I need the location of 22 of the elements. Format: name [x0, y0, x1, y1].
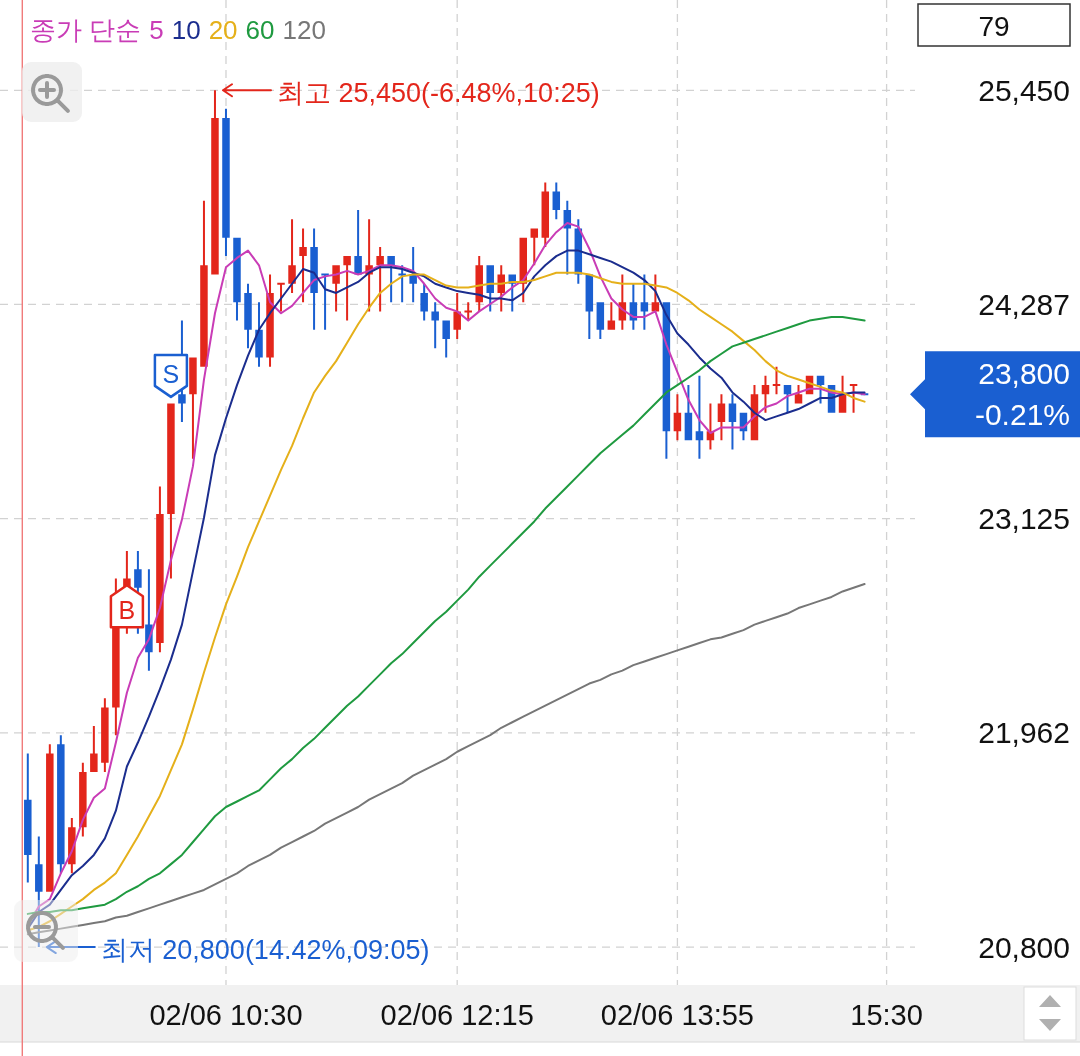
legend-item: 10	[171, 15, 201, 45]
legend-item: 5	[149, 15, 164, 45]
series-label: B	[118, 596, 136, 625]
series-label: S	[162, 359, 180, 388]
y-tick-label: 24,287	[978, 287, 1070, 321]
text: 79	[978, 10, 1010, 42]
legend-item: 종가 단순	[30, 15, 142, 45]
y-tick-label: 23,125	[978, 502, 1070, 536]
price-tag: 23,800 -0.21%	[910, 351, 1080, 438]
x-tick-label: 02/06 12:15	[380, 999, 534, 1031]
legend-item: 60	[245, 15, 275, 45]
x-tick-label: 02/06 10:30	[149, 999, 303, 1031]
marker: S	[153, 353, 189, 399]
x-tick-label: 15:30	[850, 999, 923, 1031]
y-tick-label: 20,800	[978, 930, 1070, 964]
y-tick-label: 21,962	[978, 716, 1070, 750]
y-tick-label: 25,450	[978, 73, 1070, 107]
annotation: 최고 25,450(-6.48%,10:25)	[276, 78, 600, 109]
legend-item: 20	[208, 15, 238, 45]
annotation: 최저 20,800(14.42%,09:05)	[100, 935, 430, 966]
legend-item: 120	[282, 15, 326, 45]
x-tick-label: 02/06 13:55	[600, 999, 754, 1031]
